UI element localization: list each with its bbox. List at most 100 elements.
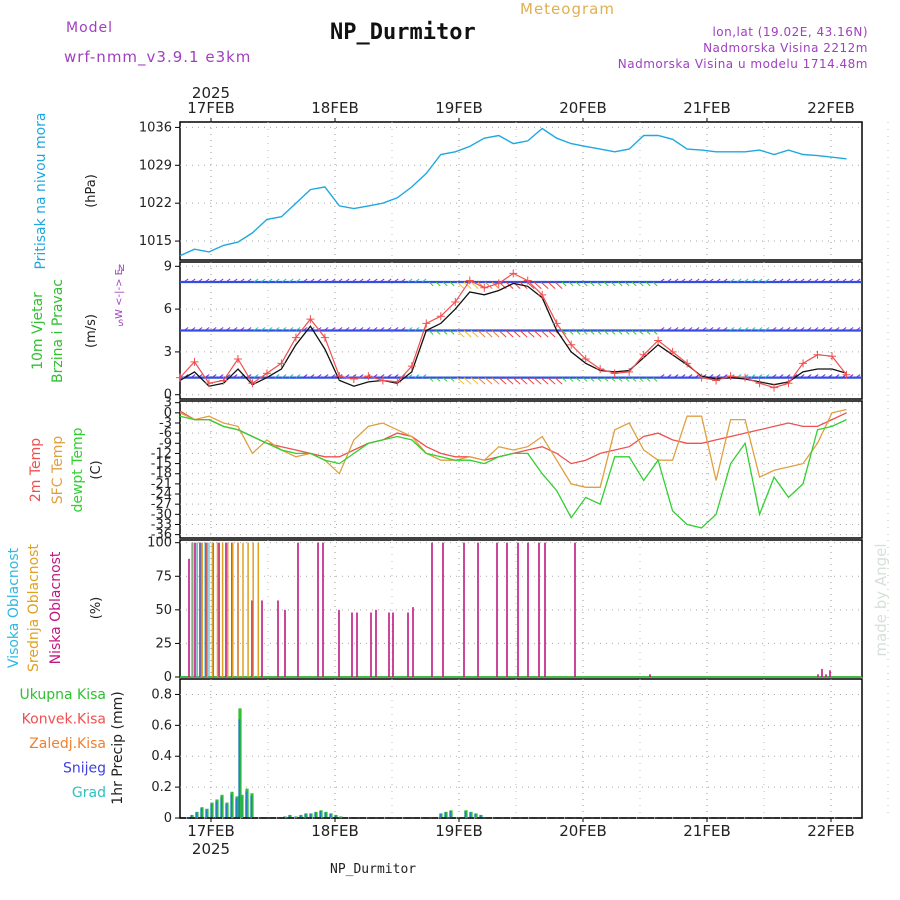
wind-speed-marker xyxy=(277,359,286,368)
wind-axis-label-1: 10m Vjetar xyxy=(30,292,46,370)
wind-barb xyxy=(449,377,455,382)
wind-barb xyxy=(456,377,465,385)
wind-barb xyxy=(757,327,763,331)
wind-barb xyxy=(365,327,371,331)
wind-barb xyxy=(820,327,826,331)
wind-barb xyxy=(568,377,574,382)
wind-barb xyxy=(764,327,770,331)
panel-frame xyxy=(179,539,863,678)
precip-legend-item: Grad xyxy=(72,785,106,801)
wind-barb xyxy=(344,327,350,331)
wind-speed-marker xyxy=(320,333,329,342)
temp-tick-label: -27 xyxy=(151,497,172,512)
wind-compass: W <-|-> E xyxy=(114,269,125,319)
wind-speed-marker xyxy=(494,279,503,288)
wind-barb xyxy=(239,327,245,331)
wind-barb xyxy=(442,377,448,382)
wind-compass-n: N xyxy=(118,264,125,274)
temp-tick-label: -30 xyxy=(151,507,172,522)
wind-barb xyxy=(568,330,574,335)
wind-barb xyxy=(337,327,343,331)
wind-barb xyxy=(372,374,378,379)
wind-barb xyxy=(218,278,224,283)
wind-barb xyxy=(596,330,602,335)
wind-speed-marker xyxy=(422,319,431,328)
temp-tick-label: -6 xyxy=(159,426,172,441)
wind-barb xyxy=(309,278,315,283)
x-day-label-top: 20FEB xyxy=(559,99,606,117)
wind-barb xyxy=(540,377,549,385)
wind-barb xyxy=(806,374,812,379)
wind-speed-marker xyxy=(364,372,373,381)
wind-barb xyxy=(729,327,735,331)
precip-bar-snow xyxy=(238,719,241,818)
wind-barb xyxy=(302,327,308,331)
wind-barb xyxy=(379,278,385,283)
x-day-label-top: 22FEB xyxy=(807,99,854,117)
wind-barb xyxy=(435,377,441,382)
wind-speed-marker xyxy=(755,379,764,388)
wind-barb xyxy=(820,278,826,283)
wind-barb xyxy=(526,377,535,385)
wind-axis-label-2: Brzina i Pravac xyxy=(50,279,66,383)
wind-barb xyxy=(834,278,840,283)
temp-tick-label: 3 xyxy=(164,396,172,411)
wind-speed-marker xyxy=(654,336,663,345)
wind-barb xyxy=(610,377,616,382)
precip-bar-snow xyxy=(304,813,307,818)
pressure-unit-label: (hPa) xyxy=(84,174,99,208)
wind-barb xyxy=(505,330,514,338)
precip-axis-label: 1hr Precip (mm) xyxy=(110,691,126,804)
wind-speed-marker xyxy=(625,367,634,376)
wind-barb xyxy=(519,330,528,338)
wind-barb xyxy=(183,278,189,283)
wind-barb xyxy=(799,278,805,283)
wind-speed-marker xyxy=(741,373,750,382)
wind-speed-marker xyxy=(407,362,416,371)
precip-bar-snow xyxy=(319,811,322,818)
wind-barb xyxy=(239,278,245,283)
wind-speed-marker xyxy=(262,369,271,378)
wind-barb xyxy=(407,327,413,331)
x-day-label-bottom: 19FEB xyxy=(435,822,482,840)
wind-barb xyxy=(519,377,528,385)
wind-barb xyxy=(785,327,791,331)
wind-barb xyxy=(491,330,500,338)
wind-speed-marker xyxy=(291,333,300,342)
precip-legend-item: Snijeg xyxy=(63,761,106,777)
precip-bar-snow xyxy=(294,816,297,818)
sfc-temp-line xyxy=(179,408,847,488)
x-day-label-bottom: 17FEB xyxy=(187,822,234,840)
wind-barb xyxy=(484,330,493,338)
wind-speed-marker xyxy=(306,315,315,324)
wind-barb xyxy=(197,278,203,283)
wind-barb xyxy=(330,374,336,379)
temp-tick-label: -12 xyxy=(151,446,172,461)
wind-barb xyxy=(204,374,210,379)
panel-frame xyxy=(179,121,863,261)
wind-barb xyxy=(540,330,549,338)
wind-barb xyxy=(428,281,434,287)
wind-barb xyxy=(792,278,798,283)
wind-barb xyxy=(820,374,826,379)
wind-speed-marker xyxy=(784,379,793,388)
precip-bar-snow xyxy=(245,791,248,818)
temp-axis-label-1: 2m Temp xyxy=(28,438,44,502)
wind-barb xyxy=(540,281,549,289)
wind-barb xyxy=(358,327,364,331)
wind-barb xyxy=(358,374,364,379)
wind-compass-s: S xyxy=(118,319,124,329)
wind-speed-marker xyxy=(480,283,489,292)
precip-bar-snow xyxy=(479,815,482,818)
wind-tick-label: 3 xyxy=(164,345,172,360)
precip-bar-snow xyxy=(464,811,467,818)
wind-speed-marker xyxy=(233,355,242,364)
dewpt-line xyxy=(179,415,847,529)
wind-barb xyxy=(813,374,819,379)
precip-bar-snow xyxy=(324,812,327,818)
wind-barb xyxy=(771,278,777,283)
wind-barb xyxy=(715,374,721,379)
wind-barb xyxy=(533,377,542,385)
temp-tick-label: -9 xyxy=(159,436,172,451)
wind-barb xyxy=(785,278,791,283)
